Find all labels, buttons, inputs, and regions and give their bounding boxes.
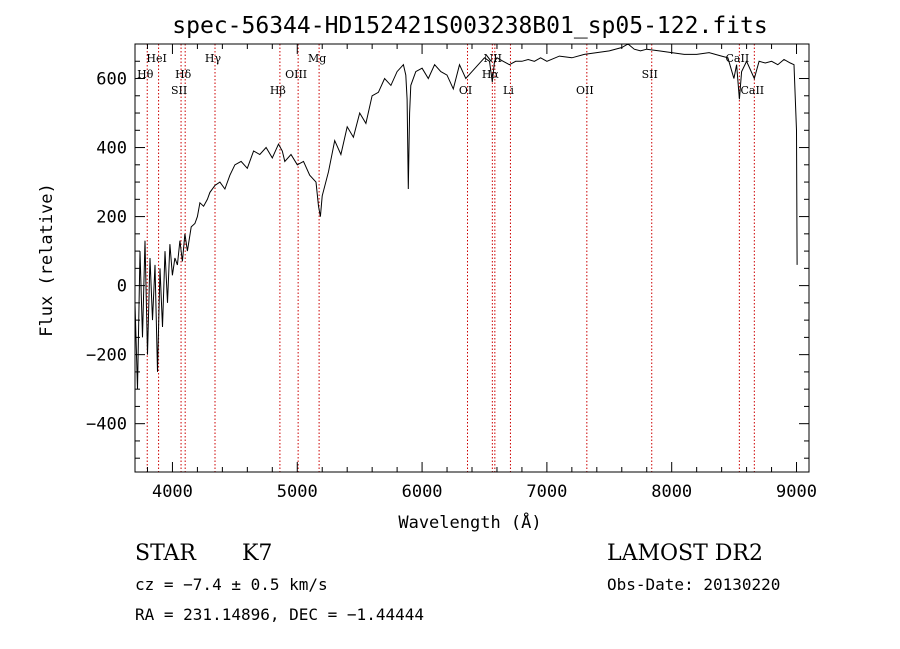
marker-label-2: Hδ bbox=[175, 68, 192, 81]
y-tick-label-1: −200 bbox=[86, 346, 127, 366]
y-tick-label-0: −400 bbox=[86, 415, 127, 435]
marker-label-12: OII bbox=[576, 84, 594, 97]
plot-frame bbox=[134, 43, 810, 473]
redshift-line: cz = −7.4 ± 0.5 km/s bbox=[135, 575, 328, 594]
y-axis-ticks: −400 −200 0 200 400 600 bbox=[86, 43, 809, 459]
x-axis-ticks: 4000 5000 6000 7000 8000 9000 bbox=[146, 44, 817, 502]
y-tick-label-2: 0 bbox=[117, 277, 127, 297]
marker-label-13: SII bbox=[642, 68, 658, 81]
marker-label-5: Hβ bbox=[270, 84, 286, 97]
x-tick-label-2: 6000 bbox=[402, 482, 443, 502]
marker-label-10: Hα bbox=[482, 68, 500, 81]
marker-label-15: CaII bbox=[740, 84, 764, 97]
marker-label-14: CaII bbox=[726, 52, 750, 65]
y-tick-label-5: 600 bbox=[96, 70, 127, 90]
marker-label-7: Mg bbox=[308, 52, 326, 65]
marker-label-4: Hγ bbox=[205, 52, 222, 65]
y-tick-label-3: 200 bbox=[96, 208, 127, 228]
object-class: STAR bbox=[135, 541, 197, 566]
x-tick-label-1: 5000 bbox=[277, 482, 318, 502]
x-tick-label-5: 9000 bbox=[776, 482, 817, 502]
marker-label-1: HeI bbox=[146, 52, 166, 65]
marker-label-11: Li bbox=[503, 84, 514, 97]
marker-label-0: Hθ bbox=[137, 68, 154, 81]
object-subclass: K7 bbox=[242, 541, 272, 566]
y-axis-label: Flux (relative) bbox=[37, 183, 57, 337]
spectral-line-markers bbox=[146, 44, 755, 472]
x-axis-label: Wavelength (Å) bbox=[398, 511, 541, 533]
obs-date: Obs-Date: 20130220 bbox=[607, 575, 780, 594]
survey-label: LAMOST DR2 bbox=[607, 541, 763, 566]
x-tick-label-4: 8000 bbox=[651, 482, 692, 502]
y-tick-label-4: 400 bbox=[96, 139, 127, 159]
marker-label-6: OIII bbox=[285, 68, 307, 81]
spectrum-series-line bbox=[134, 43, 798, 390]
plot-area: 4000 5000 6000 7000 8000 9000 −400 −200 0 200 400… bbox=[86, 43, 817, 502]
x-tick-label-3: 7000 bbox=[526, 482, 567, 502]
marker-label-3: SII bbox=[171, 84, 187, 97]
marker-label-9: NII bbox=[484, 52, 502, 65]
coordinates-line: RA = 231.14896, DEC = −1.44444 bbox=[135, 605, 424, 624]
x-tick-label-0: 4000 bbox=[152, 482, 193, 502]
marker-label-8: OI bbox=[459, 84, 472, 97]
chart-title: spec-56344-HD152421S003238B01_sp05-122.f… bbox=[172, 13, 767, 39]
